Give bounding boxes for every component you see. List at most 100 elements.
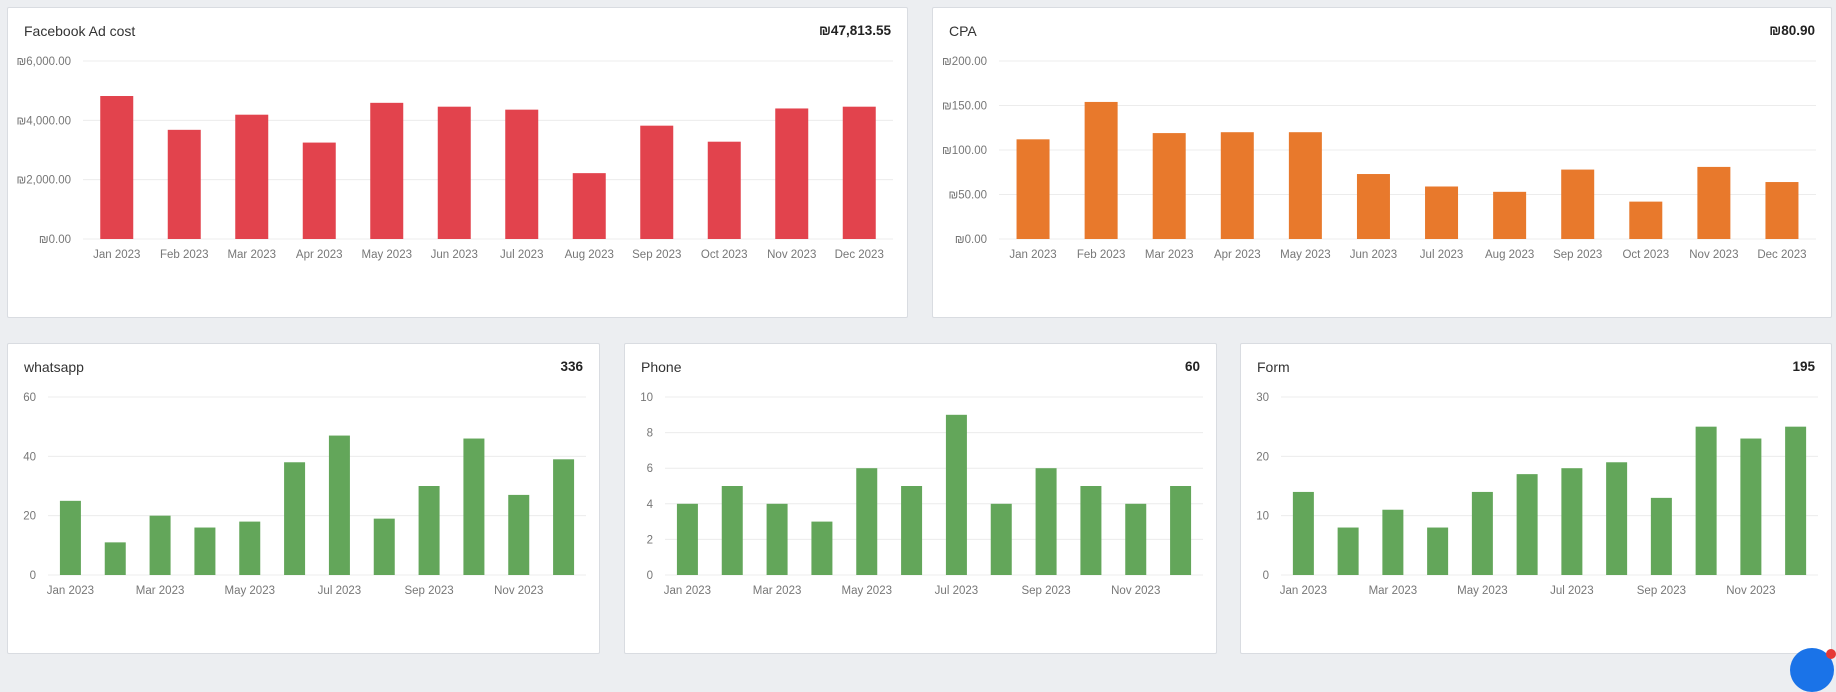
bar [1125, 503, 1147, 575]
bar [194, 527, 216, 575]
x-tick-label: Sep 2023 [1021, 585, 1070, 597]
x-tick-label: Feb 2023 [160, 249, 209, 261]
y-tick-label: 20 [23, 511, 36, 523]
bar [775, 108, 809, 239]
notification-dot [1826, 649, 1836, 659]
x-tick-label: Jun 2023 [431, 249, 478, 261]
bar [149, 515, 171, 575]
bar [235, 114, 269, 239]
y-tick-label: ₪0.00 [955, 234, 987, 246]
y-tick-label: 4 [647, 499, 654, 511]
bar [945, 414, 967, 575]
bar [1629, 201, 1663, 239]
x-tick-label: Jul 2023 [1420, 249, 1463, 261]
bar [676, 503, 698, 575]
x-tick-label: Aug 2023 [1485, 249, 1534, 261]
x-tick-label: Oct 2023 [701, 249, 748, 261]
bar [766, 503, 788, 575]
bar [1471, 491, 1493, 575]
form-chart: 0 10 20 30 Jan 2023 Mar 2023 May 2023 Jul 2023 S… [1256, 392, 1818, 597]
bar [1152, 133, 1186, 239]
y-tick-label: 0 [647, 570, 653, 582]
whatsapp-chart: 0 20 40 60 Jan 2023 Mar 2023 May 2023 Jul 2023 S… [23, 392, 586, 597]
y-tick-label: 10 [640, 392, 653, 404]
y-tick-label: 0 [30, 570, 36, 582]
bar [373, 518, 395, 575]
bar [1220, 132, 1254, 239]
x-tick-label: Sep 2023 [632, 249, 681, 261]
bar [1035, 468, 1057, 575]
y-tick-label: ₪100.00 [942, 145, 987, 157]
bar [1080, 486, 1102, 575]
card-title: Facebook Ad cost [24, 23, 136, 39]
card-total: 336 [560, 359, 583, 374]
bar [1425, 186, 1459, 239]
bar [1606, 462, 1628, 575]
bar [1356, 174, 1390, 239]
x-tick-label: Jan 2023 [93, 249, 140, 261]
bar [463, 438, 485, 575]
y-tick-label: 20 [1256, 451, 1269, 463]
y-tick-label: ₪200.00 [942, 56, 987, 68]
x-tick-label: Aug 2023 [565, 249, 614, 261]
card-title: Phone [641, 359, 682, 375]
x-tick-label: May 2023 [361, 249, 412, 261]
x-tick-label: Sep 2023 [404, 585, 453, 597]
bar [1561, 468, 1583, 575]
y-tick-label: 0 [1263, 570, 1269, 582]
card-total: 60 [1184, 359, 1200, 374]
x-tick-label: Sep 2023 [1637, 585, 1686, 597]
cpa-chart: ₪0.00 ₪50.00 ₪100.00 ₪150.00 ₪200.00 Jan 2023… [942, 56, 1816, 261]
bar [640, 125, 674, 239]
x-tick-label: Jun 2023 [1350, 249, 1397, 261]
x-tick-label: Apr 2023 [1214, 249, 1261, 261]
x-tick-label: Mar 2023 [1369, 585, 1418, 597]
x-tick-label: Mar 2023 [753, 585, 802, 597]
bar [508, 494, 530, 575]
bar [418, 486, 440, 575]
cpa-card: CPA ₪80.90 ₪0.00 ₪50.00 ₪100.00 ₪150.00 ₪200… [932, 7, 1832, 318]
x-tick-label: Mar 2023 [136, 585, 185, 597]
x-tick-label: Mar 2023 [1145, 249, 1194, 261]
bar [284, 462, 306, 575]
x-tick-label: Oct 2023 [1622, 249, 1669, 261]
x-tick-label: May 2023 [224, 585, 275, 597]
bar [100, 96, 134, 239]
x-tick-label: May 2023 [1280, 249, 1331, 261]
bar [1288, 132, 1322, 239]
bar [572, 173, 606, 239]
bar [1740, 438, 1762, 575]
x-tick-label: Nov 2023 [1111, 585, 1160, 597]
x-tick-label: Apr 2023 [296, 249, 343, 261]
bar [1650, 497, 1672, 575]
bar [370, 102, 404, 239]
x-tick-label: Nov 2023 [1726, 585, 1775, 597]
y-tick-label: ₪50.00 [948, 190, 987, 202]
whatsapp-card: whatsapp 336 0 20 40 60 Jan 2023 Mar 2023 May … [7, 343, 600, 654]
card-title: Form [1257, 359, 1290, 375]
bar [104, 542, 126, 575]
y-tick-label: 2 [647, 534, 653, 546]
x-tick-label: Jul 2023 [500, 249, 543, 261]
x-tick-label: May 2023 [1457, 585, 1508, 597]
bar [1695, 426, 1717, 575]
bar [901, 486, 923, 575]
x-tick-label: Nov 2023 [767, 249, 816, 261]
card-title: CPA [949, 23, 977, 39]
x-tick-label: Jan 2023 [664, 585, 711, 597]
x-tick-label: Mar 2023 [227, 249, 276, 261]
x-tick-label: Dec 2023 [835, 249, 884, 261]
x-tick-label: Feb 2023 [1077, 249, 1126, 261]
bar [302, 142, 336, 239]
bar [1382, 509, 1404, 575]
bar [1016, 139, 1050, 239]
bar [437, 106, 471, 239]
y-tick-label: 60 [23, 392, 36, 404]
bar [1084, 101, 1118, 239]
card-total: 195 [1792, 359, 1815, 374]
bar [842, 106, 876, 239]
bar [1765, 182, 1799, 239]
card-title: whatsapp [24, 359, 84, 375]
bar [856, 468, 878, 575]
x-tick-label: Jul 2023 [318, 585, 361, 597]
